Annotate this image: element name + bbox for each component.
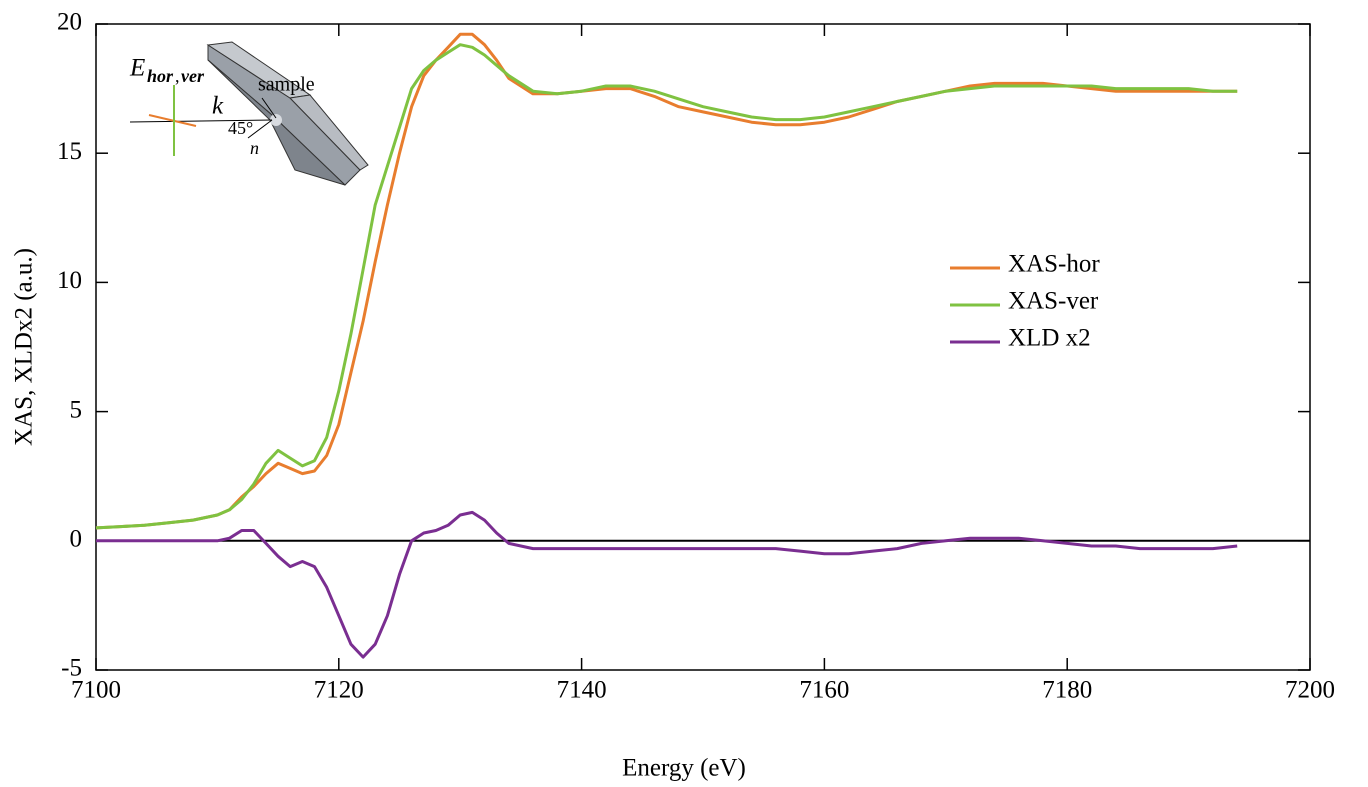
inset-k: k (212, 93, 224, 120)
x-tick-label: 7100 (71, 677, 121, 704)
legend-label: XAS-ver (1008, 288, 1099, 315)
legend-label: XLD x2 (1008, 325, 1091, 352)
x-tick-label: 7160 (799, 677, 849, 704)
inset-e-sub-hor: hor (147, 66, 174, 86)
x-tick-label: 7120 (314, 677, 364, 704)
y-tick-label: -5 (61, 655, 82, 682)
sample-prism-side (288, 94, 369, 171)
inset-e-sub-comma: , (175, 66, 180, 86)
sample-pointer (261, 97, 277, 119)
y-tick-label: 15 (57, 138, 82, 165)
x-axis-label: Energy (eV) (622, 755, 746, 782)
series-line (95, 32, 1238, 530)
inset-n: n (250, 138, 259, 158)
inset-e: E (129, 55, 145, 82)
e-hor-arrow (148, 114, 197, 127)
sample-prism-face (207, 44, 361, 186)
series-line (96, 510, 1238, 659)
x-tick-label: 7200 (1285, 677, 1335, 704)
y-tick-label: 5 (70, 396, 83, 423)
x-tick-label: 7180 (1042, 677, 1092, 704)
beam (129, 119, 273, 123)
inset-sample: sample (258, 74, 315, 96)
inset-angle: 45° (228, 118, 253, 138)
y-tick-label: 20 (57, 9, 82, 36)
plot-frame (95, 23, 1311, 671)
x-tick-label: 7140 (557, 677, 607, 704)
y-tick-label: 10 (57, 267, 82, 294)
sample-spot (270, 114, 282, 126)
y-tick-label: 0 (70, 526, 83, 553)
inset-e-sub-ver: ver (181, 66, 205, 86)
legend-label: XAS-hor (1008, 251, 1100, 278)
y-axis-label: XAS, XLDx2 (a.u.) (11, 248, 38, 446)
inset: E hor , ver k 45° n sample (129, 41, 369, 186)
normal-arrow (247, 119, 273, 139)
series-line (95, 43, 1238, 530)
